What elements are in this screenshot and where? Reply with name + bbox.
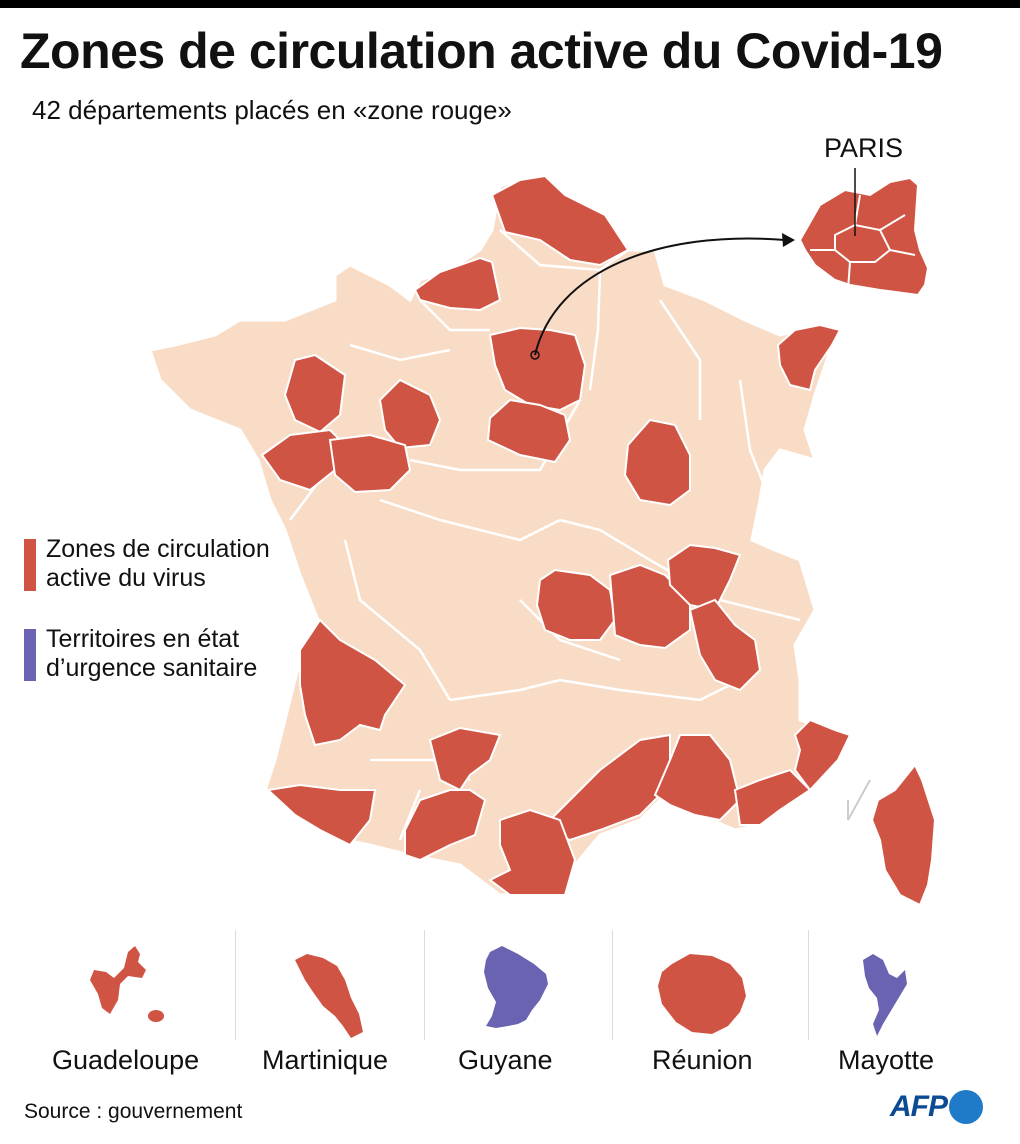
paris-arrow-head	[782, 233, 795, 247]
dept-nord	[490, 174, 630, 267]
dept-seine-maritime	[413, 256, 502, 312]
dept-corse	[870, 763, 937, 907]
legend-swatch-purple	[24, 629, 36, 681]
label-guadeloupe: Guadeloupe	[52, 1045, 200, 1075]
overseas-separator	[424, 930, 425, 1040]
legend-swatch-red	[24, 539, 36, 591]
label-martinique: Martinique	[262, 1045, 389, 1075]
guyane-shape	[484, 946, 548, 1028]
legend-item-red-zone: Zones de circulation active du virus	[24, 535, 326, 593]
guadeloupe-shape	[90, 946, 164, 1022]
dept-aude-pyrenees-orientales	[488, 808, 577, 896]
label-mayotte: Mayotte	[838, 1045, 935, 1075]
red-zone-departments	[260, 174, 937, 907]
afp-logo-dot	[949, 1090, 983, 1124]
dept-haute-vienne-area	[535, 568, 617, 641]
dept-isere	[688, 598, 762, 692]
paris-inset	[798, 176, 930, 297]
dept-alpes-maritimes	[793, 718, 852, 792]
dept-sarthe-mayenne	[283, 353, 347, 434]
afp-logo-text: AFP	[890, 1090, 948, 1123]
dept-indre-et-loire	[328, 433, 412, 494]
dept-loiret	[486, 398, 572, 464]
dept-ile-de-france	[488, 326, 587, 412]
martinique-shape	[295, 954, 363, 1038]
dept-pyrenees-atlantiques	[265, 783, 377, 847]
dept-ain-savoie	[666, 543, 742, 612]
reunion-shape	[658, 954, 746, 1034]
source-note: Source : gouvernement	[24, 1100, 243, 1123]
mayotte-shape	[863, 954, 907, 1036]
dept-maine-et-loire	[378, 378, 442, 450]
corsica-inset-frame	[847, 779, 871, 821]
dept-bas-rhin	[776, 323, 842, 392]
map-title: Zones de circulation active du Covid-19	[20, 23, 943, 79]
map-subtitle: 42 départements placés en «zone rouge»	[32, 95, 512, 125]
afp-logo: AFP	[890, 1090, 983, 1124]
top-rule	[0, 0, 1020, 8]
dept-var	[733, 768, 812, 826]
overseas-separator	[808, 930, 809, 1040]
dept-gironde	[299, 618, 407, 747]
paris-label: PARIS	[824, 133, 904, 163]
legend-item-emergency: Territoires en état d’urgence sanitaire	[24, 625, 326, 683]
dept-cote-dor	[623, 418, 691, 507]
paris-arrow	[534, 237, 786, 356]
label-reunion: Réunion	[652, 1045, 753, 1075]
dept-haute-garonne	[404, 789, 487, 862]
label-guyane: Guyane	[458, 1045, 553, 1075]
overseas-separator	[612, 930, 613, 1040]
overseas-separator	[235, 930, 236, 1040]
legend-label-red: Zones de circulation active du virus	[46, 535, 270, 592]
dept-tarn-aveyron	[428, 726, 502, 792]
paris-origin-marker	[530, 350, 540, 360]
legend-label-emergency: Territoires en état d’urgence sanitaire	[46, 625, 258, 682]
dept-bouches-du-rhone	[653, 734, 742, 822]
